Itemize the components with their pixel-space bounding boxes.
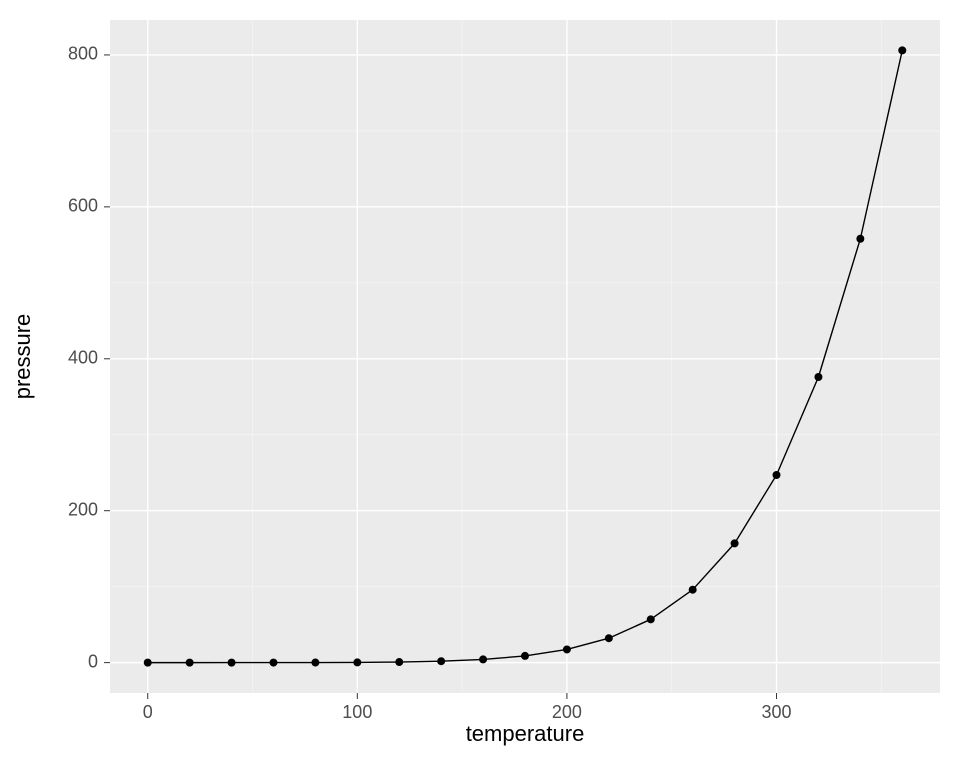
y-tick-label: 0 [88,651,98,671]
y-tick-label: 600 [68,196,98,216]
y-tick-label: 800 [68,44,98,64]
x-tick-label: 0 [143,702,153,722]
plot-panel [110,20,940,693]
y-tick-label: 200 [68,499,98,519]
y-tick-label: 400 [68,348,98,368]
x-tick-label: 100 [342,702,372,722]
y-axis-title: pressure [10,314,35,400]
x-tick-label: 300 [761,702,791,722]
x-axis-title: temperature [466,721,585,746]
x-tick-label: 200 [552,702,582,722]
pressure-temperature-chart: 0 100 200 300 0 200 400 600 800 temperature pressu… [0,0,960,768]
chart-container: 0 100 200 300 0 200 400 600 800 temperature pressu… [0,0,960,768]
